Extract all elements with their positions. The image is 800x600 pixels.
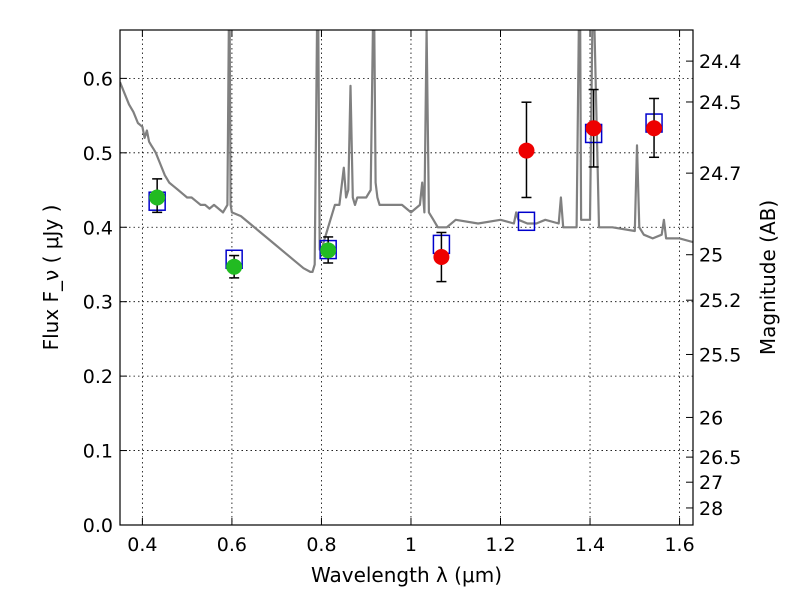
grid-lines <box>120 30 693 526</box>
ticks-layer <box>120 30 693 526</box>
y-axis-label: Flux F_ν ( μJy ) <box>39 205 63 351</box>
model-photometry-layer <box>148 113 663 270</box>
x-axis-label: Wavelength λ (μm) <box>311 563 502 587</box>
observed-point-green <box>149 189 166 206</box>
x-tick-label: 0.6 <box>217 534 247 556</box>
observed-point-green <box>320 242 337 259</box>
right-tick-label: 28 <box>699 498 723 520</box>
right-tick-label: 24.4 <box>699 51 741 73</box>
right-tick-label: 26.5 <box>699 447 741 469</box>
observed-point-red <box>433 249 450 266</box>
observed-point-red <box>518 142 535 159</box>
right-tick-label: 25 <box>699 245 723 267</box>
right-tick-label: 25.5 <box>699 344 741 366</box>
x-tick-label: 1.4 <box>575 534 605 556</box>
x-tick-label: 1 <box>405 534 417 556</box>
y-tick-label: 0.6 <box>83 68 113 90</box>
right-tick-label: 26 <box>699 407 723 429</box>
right-tick-label: 25.2 <box>699 290 741 312</box>
observed-points-layer <box>149 120 663 275</box>
x-tick-label: 0.8 <box>306 534 336 556</box>
right-axis-label: Magnitude (AB) <box>756 200 780 355</box>
model-spectrum-layer <box>120 30 693 273</box>
y-tick-label: 0.5 <box>83 143 113 165</box>
observed-point-red <box>585 120 602 137</box>
right-tick-label: 24.5 <box>699 92 741 114</box>
x-tick-label: 1.2 <box>485 534 515 556</box>
right-tick-label: 27 <box>699 472 723 494</box>
y-tick-label: 0.3 <box>83 292 113 314</box>
right-tick-label: 24.7 <box>699 163 741 185</box>
plot-frame <box>119 29 694 526</box>
y-tick-label: 0.2 <box>83 366 113 388</box>
x-tick-label: 1.6 <box>664 534 694 556</box>
tick-labels-layer: 0.4 0.6 0.8 1 1.2 1.4 1.6 0.0 0.1 0.2 0.3 0.4 0.5 0.6… <box>83 51 742 556</box>
observed-point-red <box>646 120 663 137</box>
y-tick-label: 0.4 <box>83 217 113 239</box>
model-photometry-box <box>517 211 536 232</box>
y-tick-label: 0.1 <box>83 441 113 463</box>
model-spectrum-line <box>120 30 693 273</box>
observed-point-green <box>226 258 243 275</box>
x-tick-label: 0.4 <box>127 534 157 556</box>
y-tick-label: 0.0 <box>83 515 113 537</box>
